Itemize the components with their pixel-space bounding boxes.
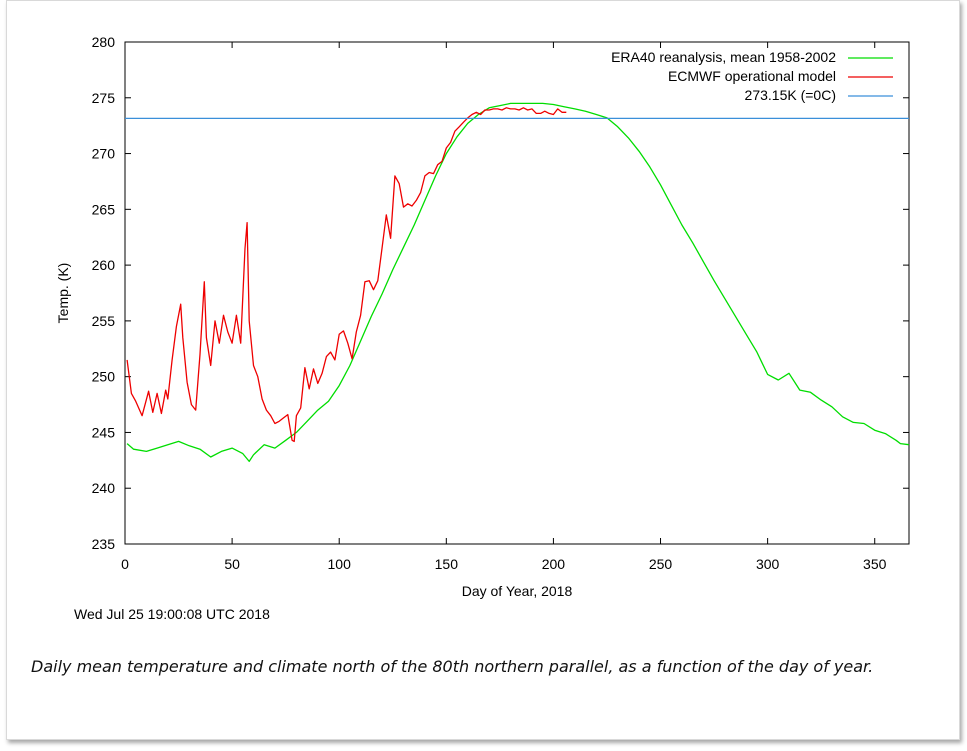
legend-label: 273.15K (=0C) — [745, 87, 836, 103]
x-tick-label: 100 — [328, 556, 352, 572]
x-tick-label: 150 — [435, 556, 459, 572]
legend-label: ECMWF operational model — [668, 68, 836, 84]
y-tick-label: 260 — [92, 257, 116, 273]
series-era40-line — [126, 102, 910, 463]
legend: ERA40 reanalysis, mean 1958-2002 ECMWF op… — [611, 49, 893, 103]
y-tick-label: 235 — [92, 536, 116, 552]
x-tick-label: 0 — [121, 556, 129, 572]
y-axis-label: Temp. (K) — [55, 263, 71, 324]
y-tick-label: 270 — [92, 146, 116, 162]
x-tick-label: 350 — [863, 556, 887, 572]
legend-label: ERA40 reanalysis, mean 1958-2002 — [611, 49, 836, 65]
series-ecmwf-line — [126, 107, 567, 443]
plot-area — [124, 41, 910, 545]
axis-ticks: 235 240 245 250 255 260 265 270 275 280 0 50 100 150 2… — [92, 34, 909, 572]
x-tick-label: 250 — [649, 556, 673, 572]
temperature-chart: 235 240 245 250 255 260 265 270 275 280 0 50 100 150 2… — [55, 34, 910, 622]
x-tick-label: 300 — [756, 556, 780, 572]
y-tick-label: 240 — [92, 480, 116, 496]
x-axis-label: Day of Year, 2018 — [462, 583, 573, 599]
x-tick-label: 200 — [542, 556, 566, 572]
y-tick-label: 275 — [92, 90, 116, 106]
series-layer — [125, 102, 910, 463]
x-tick-label: 50 — [224, 556, 240, 572]
y-tick-label: 280 — [92, 34, 116, 50]
y-tick-label: 250 — [92, 369, 116, 385]
timestamp: Wed Jul 25 19:00:08 UTC 2018 — [74, 606, 270, 622]
y-tick-label: 255 — [92, 313, 116, 329]
y-tick-label: 245 — [92, 424, 116, 440]
figure-caption: Daily mean temperature and climate north… — [31, 657, 874, 676]
y-tick-label: 265 — [92, 201, 116, 217]
